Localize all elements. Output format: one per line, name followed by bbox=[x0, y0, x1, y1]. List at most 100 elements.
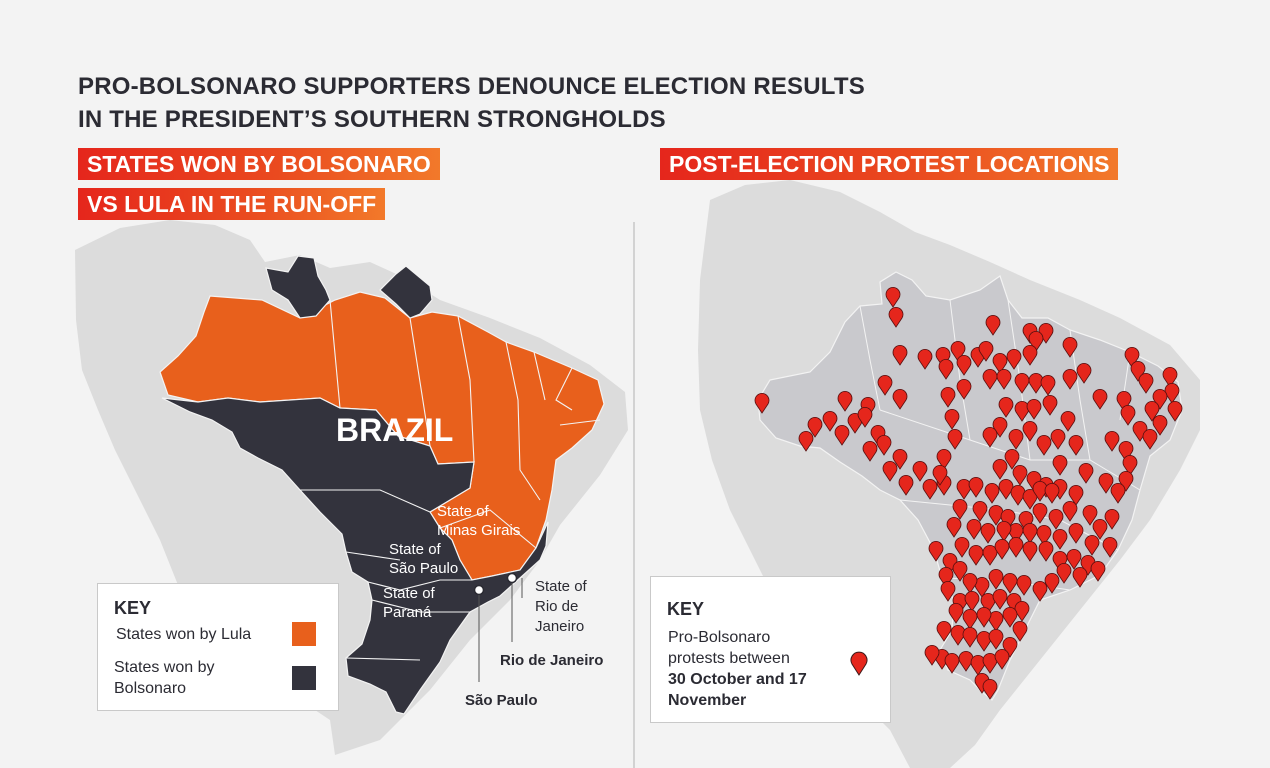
protest-marker bbox=[1068, 434, 1084, 456]
protest-marker bbox=[988, 610, 1004, 632]
protest-marker bbox=[892, 344, 908, 366]
protest-marker bbox=[944, 408, 960, 430]
protest-marker bbox=[1018, 510, 1034, 532]
protest-marker bbox=[1130, 360, 1146, 382]
left-key-title: KEY bbox=[114, 598, 152, 618]
protest-marker bbox=[1124, 346, 1140, 368]
protest-marker bbox=[1118, 440, 1134, 462]
protest-marker bbox=[1044, 572, 1060, 594]
protest-marker bbox=[1152, 388, 1168, 410]
protest-marker bbox=[994, 648, 1010, 670]
protest-marker bbox=[992, 352, 1008, 374]
protest-marker bbox=[1144, 400, 1160, 422]
protest-marker bbox=[932, 464, 948, 486]
title-line-2: IN THE PRESIDENT’S SOUTHERN STRONGHOLDS bbox=[78, 106, 666, 133]
sao-paulo-state-label: State of São Paulo bbox=[389, 540, 458, 578]
protest-marker bbox=[1116, 390, 1132, 412]
protest-marker bbox=[1082, 504, 1098, 526]
protest-marker bbox=[857, 406, 873, 428]
protest-marker bbox=[982, 678, 998, 700]
right-key-description: Pro-Bolsonaro protests between 30 Octobe… bbox=[668, 627, 807, 711]
protest-marker bbox=[1050, 428, 1066, 450]
protest-marker bbox=[1044, 482, 1060, 504]
rio-label-line-1: State of bbox=[535, 578, 587, 595]
protest-marker bbox=[985, 314, 1001, 336]
protest-marker bbox=[1008, 428, 1024, 450]
parana-label-line-2: Paraná bbox=[383, 604, 432, 621]
rio-label-line-3: Janeiro bbox=[535, 618, 585, 635]
protest-marker bbox=[892, 388, 908, 410]
protest-marker bbox=[1072, 566, 1088, 588]
rio-de-janeiro-state-label: State of Rio de Janeiro bbox=[535, 577, 587, 637]
minas-label-line-2: Minas Girais bbox=[437, 522, 521, 539]
protest-marker bbox=[1118, 470, 1134, 492]
protest-marker bbox=[992, 588, 1008, 610]
protest-marker bbox=[1032, 502, 1048, 524]
protest-marker bbox=[917, 348, 933, 370]
left-map-key: KEY States won by Lula States won by Bol… bbox=[97, 583, 339, 711]
right-map-key: KEY Pro-Bolsonaro protests between 30 Oc… bbox=[650, 576, 891, 723]
protest-marker bbox=[972, 500, 988, 522]
protest-marker bbox=[834, 424, 850, 446]
protest-marker bbox=[1078, 462, 1094, 484]
protest-marker bbox=[998, 396, 1014, 418]
protest-marker bbox=[1104, 430, 1120, 452]
protest-marker bbox=[1092, 518, 1108, 540]
sao-paulo-city-label: São Paulo bbox=[465, 692, 538, 709]
right-key-title: KEY bbox=[667, 599, 705, 619]
protest-marker bbox=[988, 628, 1004, 650]
protest-marker bbox=[1006, 348, 1022, 370]
protest-marker bbox=[1002, 606, 1018, 628]
protest-marker bbox=[888, 306, 904, 328]
protest-marker bbox=[898, 474, 914, 496]
protest-marker bbox=[1028, 330, 1044, 352]
protest-marker bbox=[944, 652, 960, 674]
protest-marker bbox=[940, 580, 956, 602]
protest-marker bbox=[964, 590, 980, 612]
roraima-state bbox=[265, 255, 331, 319]
protest-marker bbox=[1036, 434, 1052, 456]
right-subtitle-tag: POST-ELECTION PROTEST LOCATIONS bbox=[660, 148, 1119, 180]
key-bolsonaro-line-1: States won by bbox=[114, 659, 215, 676]
protest-marker bbox=[882, 460, 898, 482]
rio-de-janeiro-city-label: Rio de Janeiro bbox=[500, 652, 604, 669]
protest-marker bbox=[1060, 410, 1076, 432]
protest-marker bbox=[1004, 448, 1020, 470]
protest-marker bbox=[984, 482, 1000, 504]
protest-marker bbox=[1084, 534, 1100, 556]
protest-marker bbox=[980, 592, 996, 614]
bolsonaro-states-region bbox=[161, 397, 549, 715]
protest-marker bbox=[837, 390, 853, 412]
protest-marker bbox=[992, 416, 1008, 438]
protest-marker bbox=[1056, 562, 1072, 584]
protest-marker bbox=[862, 440, 878, 462]
parana-state-label: State of Paraná bbox=[383, 584, 435, 622]
protest-marker bbox=[962, 608, 978, 630]
protest-marker bbox=[994, 538, 1010, 560]
protest-marker bbox=[947, 428, 963, 450]
protest-marker bbox=[892, 448, 908, 470]
protest-marker bbox=[938, 358, 954, 380]
protest-marker bbox=[1076, 362, 1092, 384]
protest-marker bbox=[968, 476, 984, 498]
protest-marker bbox=[1042, 394, 1058, 416]
protest-marker bbox=[1110, 482, 1126, 504]
protest-marker bbox=[1012, 620, 1028, 642]
protest-marker bbox=[996, 520, 1012, 542]
protest-marker bbox=[922, 478, 938, 500]
protest-marker bbox=[1038, 540, 1054, 562]
protest-marker bbox=[1104, 508, 1120, 530]
country-label: BRAZIL bbox=[336, 412, 454, 448]
sao-paulo-label-line-2: São Paulo bbox=[389, 560, 459, 577]
protest-marker bbox=[1162, 366, 1178, 388]
protest-marker bbox=[1062, 500, 1078, 522]
protest-marker bbox=[877, 374, 893, 396]
protest-marker bbox=[940, 386, 956, 408]
protest-marker bbox=[876, 434, 892, 456]
right-key-line-4: November bbox=[668, 692, 747, 709]
minas-gerais-label: State of Minas Girais bbox=[437, 502, 520, 540]
protest-marker bbox=[1036, 524, 1052, 546]
protest-marker bbox=[1040, 374, 1056, 396]
protest-marker bbox=[956, 354, 972, 376]
map-pin-icon bbox=[850, 651, 868, 676]
